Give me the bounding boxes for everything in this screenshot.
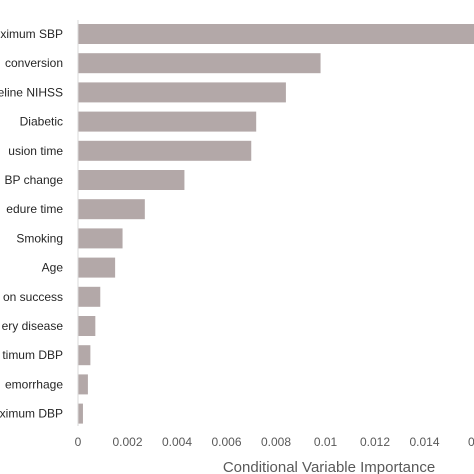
- bar: [78, 403, 83, 424]
- bar: [78, 316, 96, 336]
- x-tick-label: 0.014: [409, 435, 439, 449]
- bar: [78, 140, 252, 161]
- category-label: Age: [42, 261, 64, 275]
- x-tick-label: 0.016: [468, 435, 474, 449]
- category-label: ery disease: [2, 319, 64, 333]
- bar: [78, 286, 101, 307]
- bar: [78, 345, 91, 366]
- bar: [78, 228, 123, 249]
- x-tick-label: 0.012: [360, 435, 390, 449]
- category-label: eline NIHSS: [0, 85, 63, 99]
- bars-group: [78, 24, 474, 424]
- bar: [78, 53, 321, 74]
- bar: [78, 170, 185, 190]
- category-label: Smoking: [16, 231, 63, 245]
- bar: [78, 257, 116, 278]
- category-label: conversion: [5, 56, 63, 70]
- x-tick-label: 0.006: [211, 435, 241, 449]
- bar: [78, 82, 286, 103]
- x-axis-title: Conditional Variable Importance: [223, 459, 435, 474]
- category-label: usion time: [8, 144, 63, 158]
- x-tick-label: 0.002: [112, 435, 142, 449]
- bar: [78, 111, 257, 132]
- category-label: timum DBP: [2, 348, 63, 362]
- category-label: ximum DBP: [0, 407, 63, 421]
- category-label: emorrhage: [5, 377, 63, 391]
- x-tick-label: 0: [75, 435, 82, 449]
- category-label: on success: [3, 290, 63, 304]
- category-labels-group: ximum SBP conversion eline NIHSS Diabetic us…: [0, 27, 63, 421]
- bar: [78, 24, 474, 44]
- x-tick-labels-group: 0 0.002 0.004 0.006 0.008 0.01 0.012 0.014 0.016: [75, 435, 474, 449]
- x-tick-label: 0.004: [162, 435, 192, 449]
- x-tick-label: 0.01: [314, 435, 338, 449]
- category-label: edure time: [6, 202, 63, 216]
- category-label: ximum SBP: [0, 27, 63, 41]
- category-label: Diabetic: [20, 115, 63, 129]
- bar: [78, 199, 145, 220]
- category-label: BP change: [5, 173, 64, 187]
- x-tick-label: 0.008: [261, 435, 291, 449]
- bar: [78, 374, 88, 395]
